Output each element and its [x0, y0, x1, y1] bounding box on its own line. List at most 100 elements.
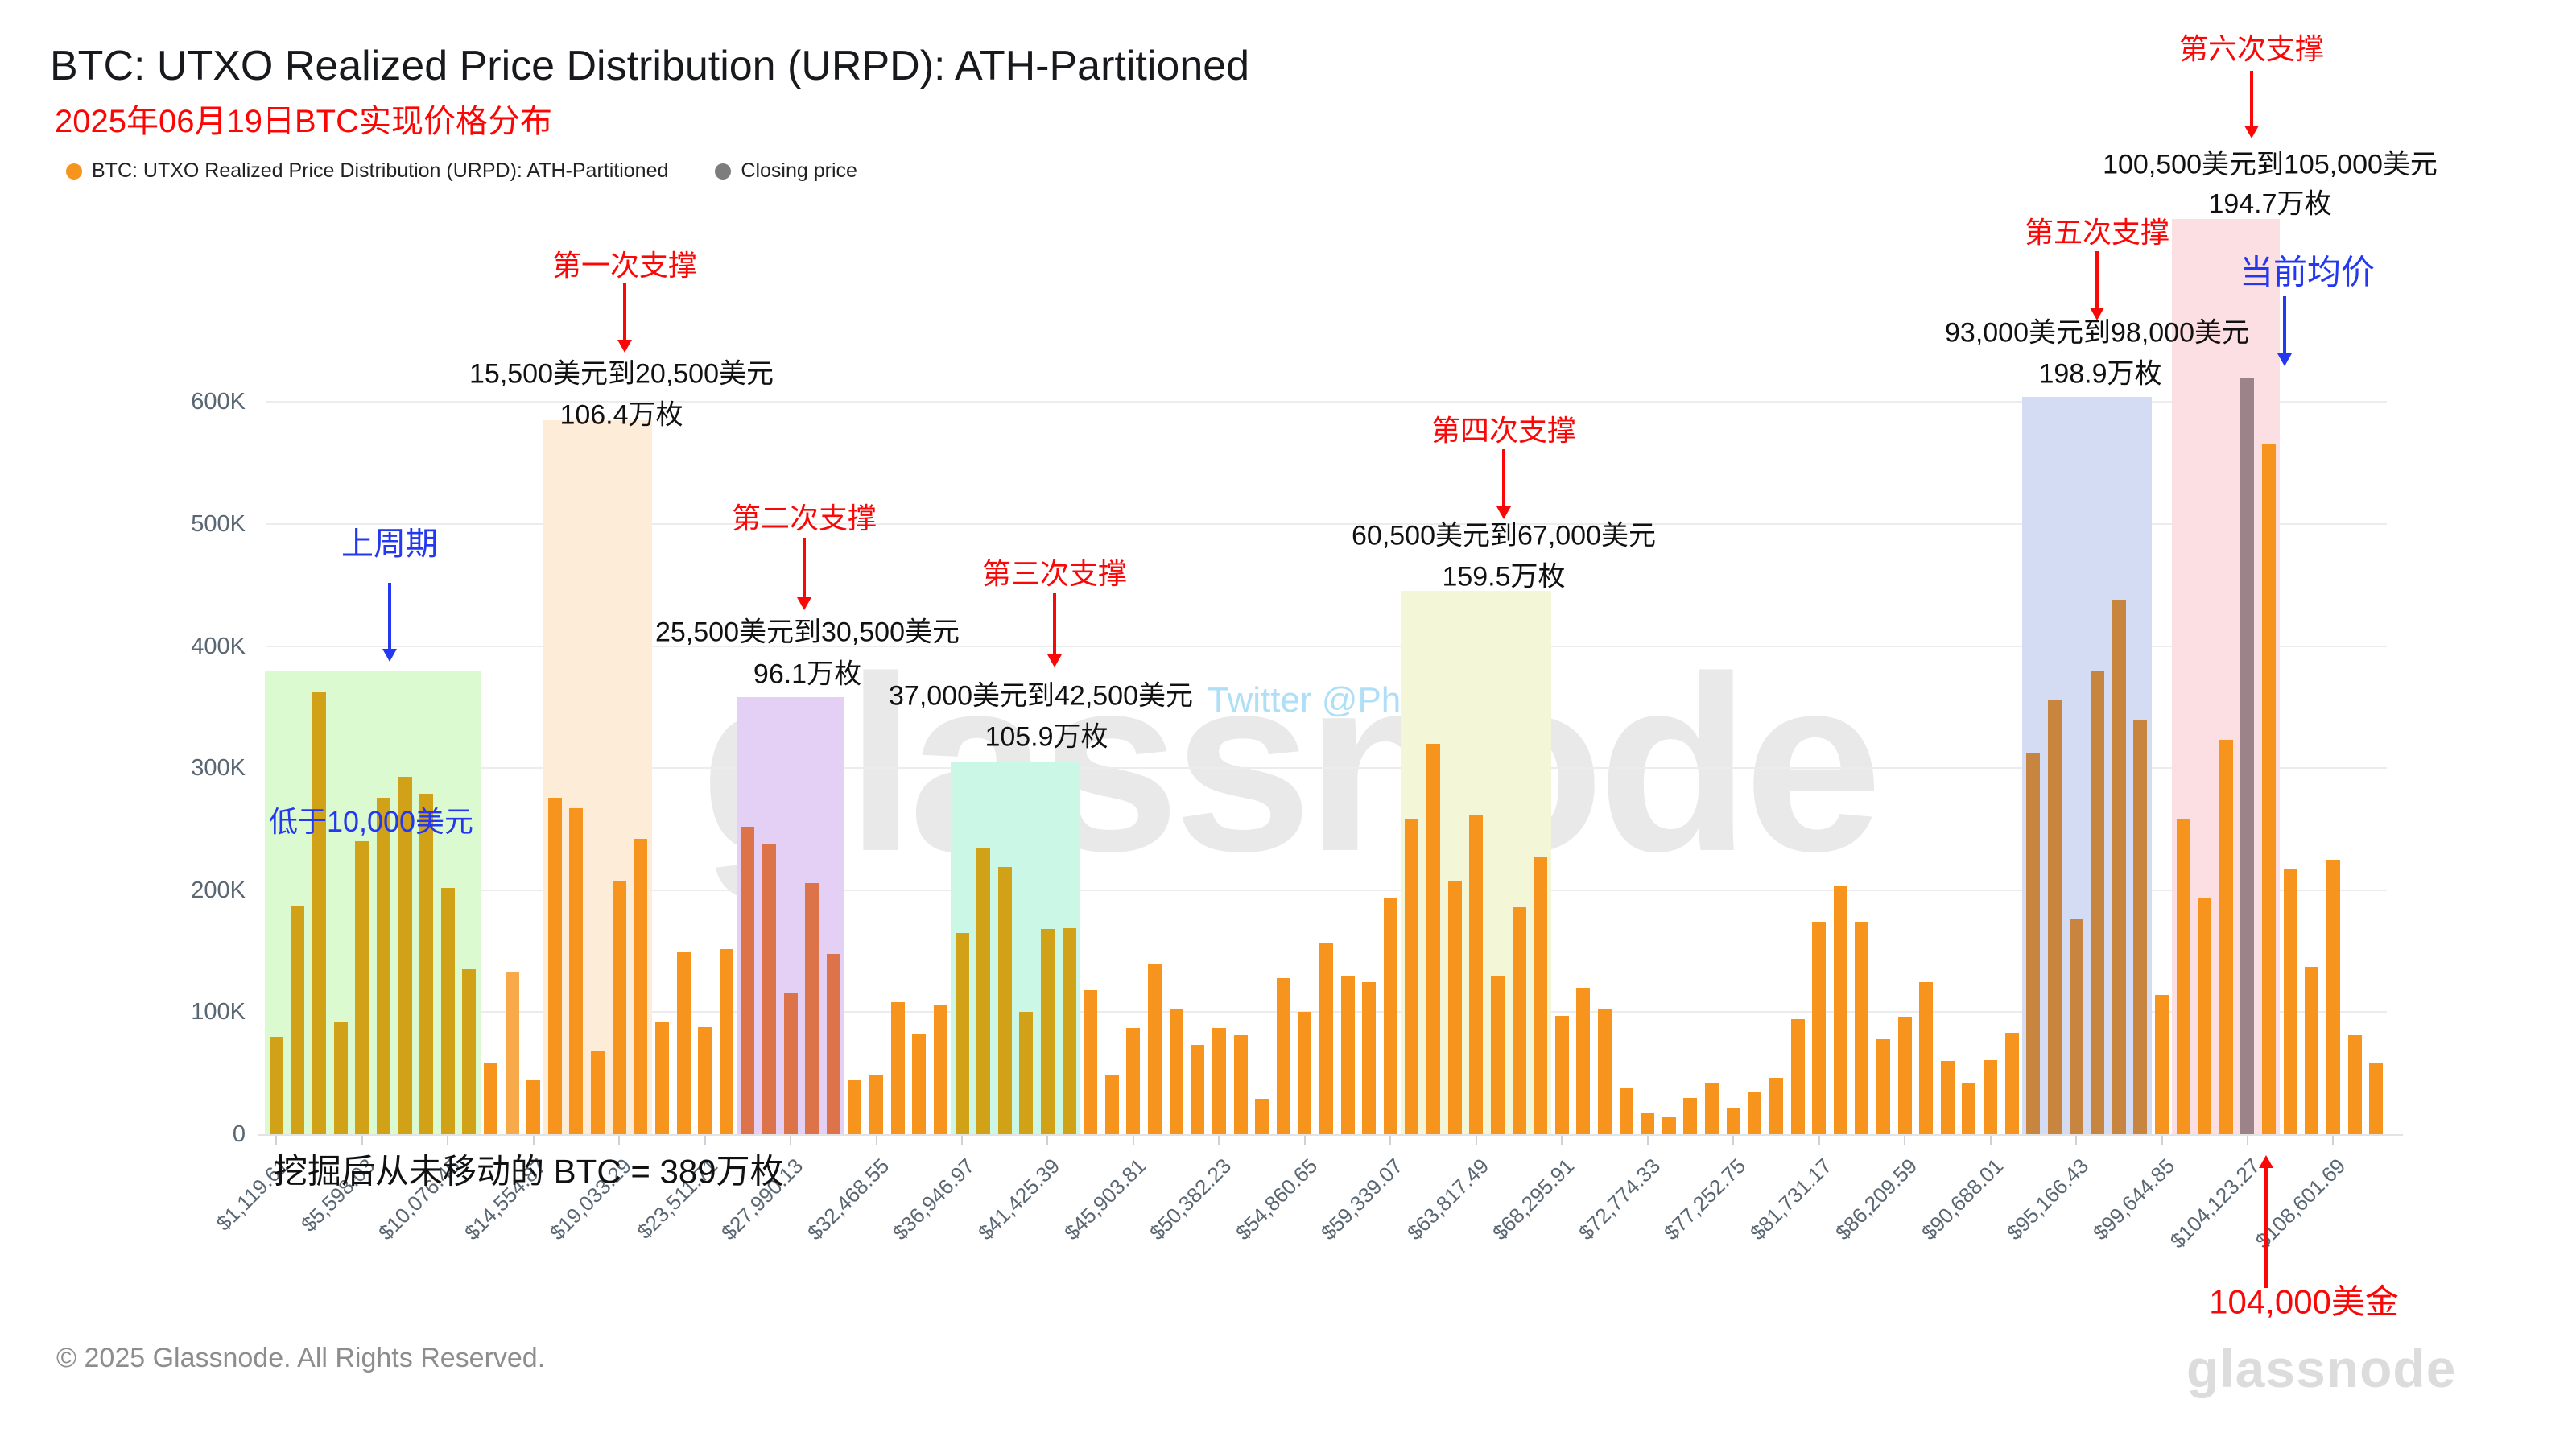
bar [2283, 868, 2297, 1134]
bar [2219, 740, 2233, 1134]
y-axis-label: 500K [191, 511, 246, 537]
y-axis-label: 600K [191, 389, 246, 415]
bar [997, 866, 1012, 1134]
x-axis-tick [2332, 1136, 2334, 1145]
closing-price-series-dot-icon [715, 163, 732, 180]
x-axis-label: $41,425.39 [973, 1154, 1065, 1245]
x-axis-label: $72,774.33 [1573, 1154, 1665, 1245]
bar [2305, 967, 2319, 1134]
support-5-range: 93,000美元到98,000美元 [1945, 317, 2249, 349]
gridline-400K [266, 645, 2387, 647]
support-4-amount: 159.5万枚 [1442, 561, 1566, 592]
glassnode-watermark: glassnode [700, 624, 1882, 903]
page-title: BTC: UTXO Realized Price Distribution (U… [50, 43, 1250, 89]
bar [1255, 1099, 1269, 1134]
price-104k-arrow-head [2259, 1155, 2273, 1168]
mined-note: 挖掘后从未移动的 BTC = 389万枚 [274, 1152, 784, 1191]
closing-price-bar [2240, 378, 2255, 1134]
legend-item-urpd-series: BTC: UTXO Realized Price Distribution (U… [66, 159, 668, 183]
bar [1512, 907, 1526, 1134]
bar [2047, 700, 2062, 1134]
x-axis-tick [2246, 1136, 2248, 1145]
bar [1962, 1083, 1976, 1134]
bar [2026, 753, 2041, 1134]
bar [2176, 819, 2190, 1134]
bar [2155, 995, 2169, 1134]
x-axis-tick [2161, 1136, 2163, 1145]
x-axis-tick [704, 1136, 706, 1145]
support-2-range: 25,500美元到30,500美元 [655, 617, 960, 648]
bar [1405, 819, 1419, 1134]
bar [1748, 1092, 1762, 1134]
bar [312, 692, 327, 1134]
support-6-range: 100,500美元到105,000美元 [2103, 149, 2438, 180]
support-1-range: 15,500美元到20,500美元 [469, 358, 774, 390]
x-axis-label: $36,946.97 [887, 1154, 980, 1245]
bar [1298, 1012, 1312, 1134]
x-axis-label: $45,903.81 [1059, 1154, 1151, 1245]
current-avg-arrow [2283, 296, 2286, 355]
support-5-arrow-head [2090, 308, 2104, 320]
bar [1148, 963, 1162, 1134]
bar [1705, 1083, 1719, 1134]
bar [1833, 886, 1847, 1134]
bar [483, 1063, 497, 1134]
x-axis-tick [1561, 1136, 1563, 1145]
support-5-region [2021, 397, 2152, 1134]
bar [440, 887, 455, 1134]
bar [1340, 975, 1355, 1134]
bar [1126, 1028, 1141, 1134]
legend-item-closing-price-series: Closing price [715, 159, 857, 183]
below-10k-label: 低于10,000美元 [268, 805, 474, 838]
support-3-label: 第三次支撑 [981, 557, 1128, 590]
x-axis-label: $81,731.17 [1744, 1154, 1836, 1245]
bar [1984, 1059, 1998, 1134]
bar [1169, 1008, 1183, 1134]
bar [1790, 1019, 1805, 1134]
bar [1876, 1038, 1891, 1134]
y-axis-label: 300K [191, 755, 246, 782]
bar [1062, 927, 1076, 1134]
gridline-300K [266, 767, 2387, 770]
bar [376, 797, 390, 1134]
bar [1040, 929, 1055, 1134]
x-axis-tick [961, 1136, 964, 1145]
support-3-region [951, 762, 1080, 1134]
bar [2069, 918, 2083, 1134]
support-2-arrow [803, 538, 806, 599]
support-2-amount: 96.1万枚 [753, 658, 862, 690]
legend: BTC: UTXO Realized Price Distribution (U… [66, 159, 857, 183]
bar [547, 797, 562, 1134]
bar [1619, 1088, 1633, 1134]
prev-cycle-arrow [388, 583, 391, 650]
support-4-label: 第四次支撑 [1430, 414, 1577, 447]
bar [2133, 720, 2148, 1134]
bar [1426, 743, 1441, 1134]
bar [1469, 815, 1484, 1134]
support-2-label: 第二次支撑 [731, 502, 877, 535]
bar [2091, 670, 2105, 1134]
prev-cycle-arrow-head [382, 649, 397, 662]
x-axis-tick [618, 1136, 621, 1145]
bar [1554, 1015, 1569, 1134]
support-6-amount: 194.7万枚 [2208, 188, 2332, 220]
x-axis-label: $77,252.75 [1659, 1154, 1751, 1245]
legend-label: Closing price [741, 159, 857, 182]
gridline-200K [266, 889, 2387, 891]
support-6-label: 第六次支撑 [2178, 32, 2325, 65]
x-axis-tick [1818, 1136, 1820, 1145]
support-1-region [543, 420, 652, 1134]
x-axis-label: $95,166.43 [2002, 1154, 2094, 1245]
bar [719, 948, 733, 1134]
x-axis-tick [1475, 1136, 1477, 1145]
bar [1576, 988, 1591, 1134]
prev-cycle-label: 上周期 [341, 526, 438, 562]
price-104k-label: 104,000美金 [2209, 1282, 2399, 1321]
bar [569, 808, 584, 1134]
support-3-arrow [1053, 593, 1056, 656]
bar [955, 932, 969, 1134]
bar [1726, 1107, 1740, 1134]
support-1-arrow-head [617, 340, 632, 353]
bar [805, 882, 819, 1134]
bar [869, 1074, 884, 1134]
